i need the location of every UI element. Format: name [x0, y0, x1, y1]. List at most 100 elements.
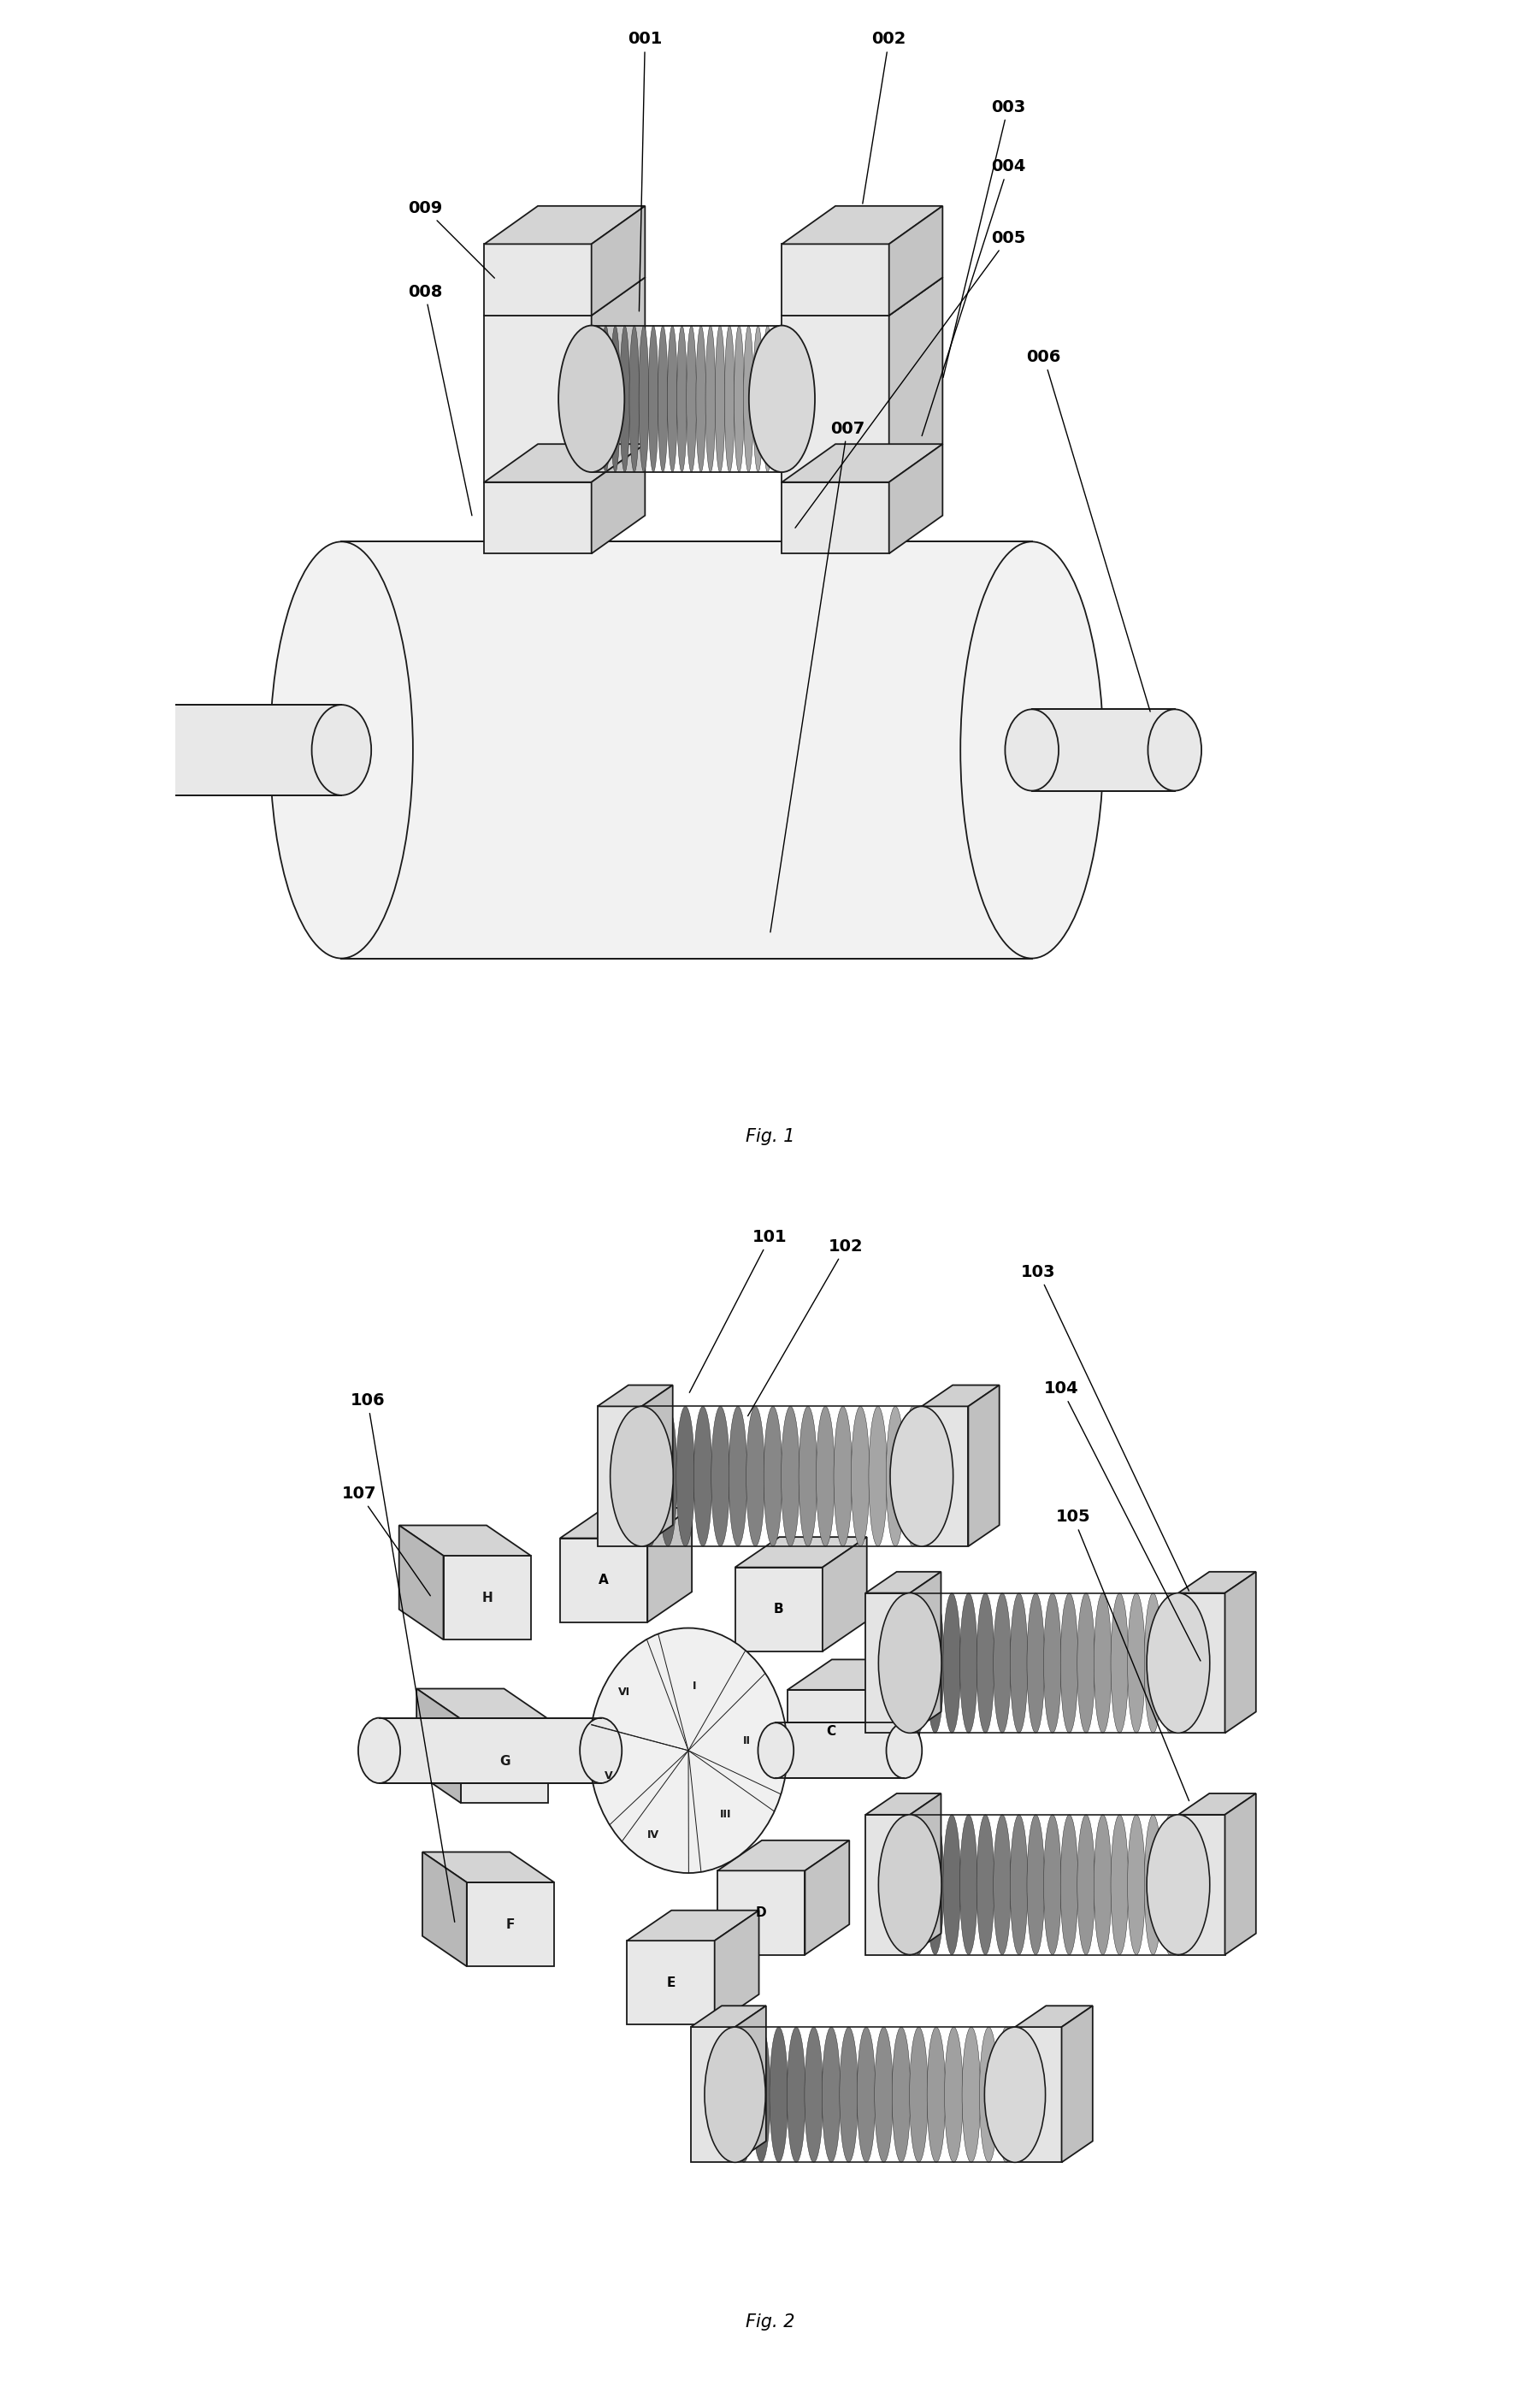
- Ellipse shape: [359, 1717, 400, 1783]
- Ellipse shape: [816, 1407, 835, 1545]
- Ellipse shape: [1110, 1814, 1129, 1955]
- Polygon shape: [718, 1841, 850, 1871]
- Polygon shape: [561, 1507, 691, 1538]
- Polygon shape: [485, 205, 645, 245]
- Polygon shape: [485, 317, 591, 483]
- Text: 104: 104: [1044, 1381, 1201, 1662]
- Polygon shape: [735, 2005, 765, 2162]
- Ellipse shape: [1110, 1593, 1129, 1733]
- Polygon shape: [782, 279, 942, 317]
- Polygon shape: [416, 1688, 548, 1719]
- Ellipse shape: [758, 1724, 793, 1779]
- Ellipse shape: [1093, 1593, 1112, 1733]
- Ellipse shape: [885, 1407, 904, 1545]
- Polygon shape: [591, 443, 645, 555]
- Polygon shape: [422, 1852, 467, 1967]
- Ellipse shape: [724, 326, 735, 471]
- Text: I: I: [693, 1681, 696, 1693]
- Text: 005: 005: [795, 231, 1026, 529]
- Ellipse shape: [639, 326, 648, 471]
- Ellipse shape: [944, 2026, 962, 2162]
- Ellipse shape: [1144, 1593, 1161, 1733]
- Ellipse shape: [667, 326, 678, 471]
- Ellipse shape: [904, 1407, 922, 1545]
- Ellipse shape: [878, 1814, 941, 1955]
- Text: II: II: [742, 1736, 750, 1748]
- Polygon shape: [1015, 2005, 1093, 2026]
- Polygon shape: [416, 1688, 460, 1802]
- Ellipse shape: [601, 326, 611, 471]
- Polygon shape: [1178, 1814, 1224, 1955]
- Polygon shape: [1224, 1793, 1257, 1955]
- Ellipse shape: [693, 1407, 711, 1545]
- Ellipse shape: [728, 1407, 747, 1545]
- Ellipse shape: [1078, 1593, 1095, 1733]
- Text: 008: 008: [408, 283, 471, 517]
- Ellipse shape: [993, 1814, 1010, 1955]
- Polygon shape: [889, 279, 942, 483]
- Text: F: F: [507, 1919, 514, 1931]
- Ellipse shape: [311, 705, 371, 795]
- Polygon shape: [865, 1593, 910, 1733]
- Polygon shape: [921, 1407, 969, 1545]
- Polygon shape: [805, 1841, 850, 1955]
- Text: 007: 007: [770, 421, 864, 933]
- Text: 103: 103: [1021, 1264, 1189, 1591]
- Ellipse shape: [833, 1407, 852, 1545]
- Polygon shape: [379, 1717, 601, 1783]
- Polygon shape: [782, 483, 889, 555]
- Ellipse shape: [1147, 1814, 1210, 1955]
- Ellipse shape: [705, 326, 716, 471]
- Text: 107: 107: [342, 1486, 430, 1595]
- Ellipse shape: [610, 326, 621, 471]
- Text: 101: 101: [690, 1229, 787, 1393]
- Text: C: C: [827, 1726, 836, 1738]
- Polygon shape: [460, 1719, 548, 1802]
- Ellipse shape: [822, 2026, 841, 2162]
- Polygon shape: [1178, 1571, 1257, 1593]
- Ellipse shape: [979, 2026, 998, 2162]
- Polygon shape: [715, 1910, 759, 2024]
- Polygon shape: [485, 245, 591, 317]
- Ellipse shape: [910, 1814, 927, 1955]
- Ellipse shape: [962, 2026, 981, 2162]
- Ellipse shape: [887, 1724, 922, 1779]
- Ellipse shape: [748, 326, 815, 471]
- Ellipse shape: [559, 326, 624, 471]
- Polygon shape: [1032, 710, 1175, 790]
- Text: D: D: [756, 1907, 767, 1919]
- Ellipse shape: [705, 2026, 765, 2162]
- Text: Fig. 1: Fig. 1: [745, 1129, 795, 1145]
- Polygon shape: [399, 1526, 444, 1641]
- Polygon shape: [642, 1386, 673, 1545]
- Ellipse shape: [641, 1407, 659, 1545]
- Ellipse shape: [770, 2026, 788, 2162]
- Polygon shape: [485, 483, 591, 555]
- Polygon shape: [782, 245, 889, 317]
- Polygon shape: [690, 2005, 765, 2026]
- Ellipse shape: [927, 1814, 944, 1955]
- Ellipse shape: [799, 1407, 818, 1545]
- Ellipse shape: [910, 2026, 929, 2162]
- Ellipse shape: [625, 1407, 658, 1545]
- Ellipse shape: [610, 1407, 673, 1545]
- Ellipse shape: [996, 2026, 1015, 2162]
- Polygon shape: [889, 443, 942, 555]
- Ellipse shape: [976, 1814, 995, 1955]
- Ellipse shape: [1044, 1814, 1061, 1955]
- Text: 001: 001: [628, 31, 662, 312]
- Ellipse shape: [892, 2026, 910, 2162]
- Ellipse shape: [696, 326, 705, 471]
- Ellipse shape: [984, 2026, 1046, 2162]
- Ellipse shape: [1044, 1593, 1061, 1733]
- Polygon shape: [627, 1941, 715, 2024]
- Polygon shape: [598, 1386, 673, 1407]
- Text: 003: 003: [942, 100, 1026, 379]
- Ellipse shape: [735, 326, 744, 471]
- Ellipse shape: [86, 705, 145, 795]
- Polygon shape: [627, 1910, 759, 1941]
- Polygon shape: [865, 1793, 941, 1814]
- Polygon shape: [598, 1407, 642, 1545]
- Ellipse shape: [678, 326, 687, 471]
- Polygon shape: [1224, 1571, 1257, 1733]
